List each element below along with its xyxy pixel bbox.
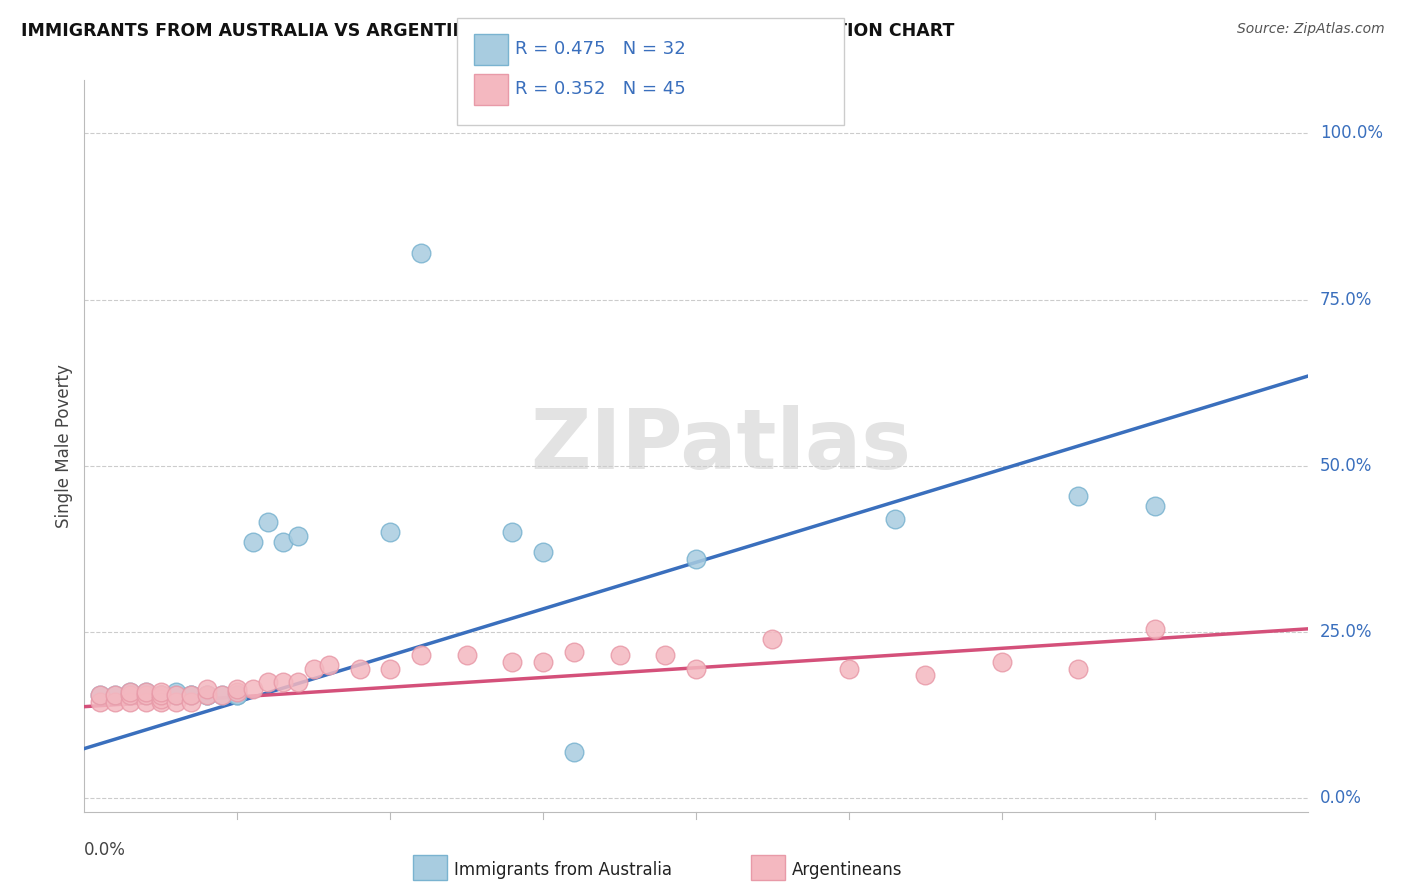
Point: [120, 685, 142, 699]
Point: [226, 689, 249, 703]
Point: [149, 689, 172, 703]
Text: Source: ZipAtlas.com: Source: ZipAtlas.com: [1237, 22, 1385, 37]
Point: [562, 745, 585, 759]
Point: [120, 695, 142, 709]
Point: [1067, 489, 1090, 503]
Text: 25.0%: 25.0%: [1320, 624, 1372, 641]
Point: [165, 695, 187, 709]
Text: R = 0.352   N = 45: R = 0.352 N = 45: [515, 80, 685, 98]
Point: [409, 648, 432, 663]
Point: [380, 525, 402, 540]
Point: [501, 525, 523, 540]
Text: 0.0%: 0.0%: [84, 841, 127, 859]
Point: [135, 689, 157, 703]
Point: [180, 695, 202, 709]
Point: [271, 535, 294, 549]
Point: [761, 632, 783, 646]
Point: [120, 685, 142, 699]
Point: [211, 689, 233, 703]
Point: [380, 662, 402, 676]
Y-axis label: Single Male Poverty: Single Male Poverty: [55, 364, 73, 528]
Point: [1143, 499, 1166, 513]
Point: [120, 689, 142, 703]
Point: [149, 695, 172, 709]
Text: Argentineans: Argentineans: [792, 861, 903, 879]
Point: [456, 648, 478, 663]
Point: [135, 685, 157, 699]
Point: [89, 689, 111, 703]
Point: [195, 689, 218, 703]
Point: [883, 512, 905, 526]
Point: [685, 662, 707, 676]
Text: 0.0%: 0.0%: [1320, 789, 1361, 807]
Point: [226, 681, 249, 696]
Point: [914, 668, 936, 682]
Point: [165, 689, 187, 703]
Point: [149, 689, 172, 703]
Point: [195, 689, 218, 703]
Point: [685, 552, 707, 566]
Point: [562, 645, 585, 659]
Point: [180, 689, 202, 703]
Point: [180, 689, 202, 703]
Point: [104, 695, 127, 709]
Point: [287, 675, 309, 690]
Text: IMMIGRANTS FROM AUSTRALIA VS ARGENTINEAN SINGLE MALE POVERTY CORRELATION CHART: IMMIGRANTS FROM AUSTRALIA VS ARGENTINEAN…: [21, 22, 955, 40]
Point: [257, 675, 280, 690]
Text: 100.0%: 100.0%: [1320, 125, 1384, 143]
Point: [104, 689, 127, 703]
Point: [165, 685, 187, 699]
Point: [531, 655, 554, 669]
Point: [349, 662, 371, 676]
Point: [271, 675, 294, 690]
Text: 50.0%: 50.0%: [1320, 457, 1372, 475]
Text: ZIPatlas: ZIPatlas: [530, 406, 911, 486]
Point: [135, 695, 157, 709]
Point: [149, 689, 172, 703]
Point: [165, 689, 187, 703]
Point: [501, 655, 523, 669]
Point: [149, 691, 172, 706]
Text: R = 0.475   N = 32: R = 0.475 N = 32: [515, 40, 685, 58]
Point: [89, 695, 111, 709]
Point: [1143, 622, 1166, 636]
Point: [211, 689, 233, 703]
Point: [149, 689, 172, 703]
Point: [180, 689, 202, 703]
Point: [195, 681, 218, 696]
Point: [149, 685, 172, 699]
Point: [990, 655, 1012, 669]
Point: [226, 685, 249, 699]
Text: 75.0%: 75.0%: [1320, 291, 1372, 309]
Point: [409, 246, 432, 260]
Point: [120, 689, 142, 703]
Point: [318, 658, 340, 673]
Point: [89, 689, 111, 703]
Point: [287, 529, 309, 543]
Text: Immigrants from Australia: Immigrants from Australia: [454, 861, 672, 879]
Point: [165, 689, 187, 703]
Point: [226, 689, 249, 703]
Point: [257, 516, 280, 530]
Point: [104, 689, 127, 703]
Point: [609, 648, 631, 663]
Point: [1067, 662, 1090, 676]
Point: [242, 535, 264, 549]
Point: [531, 545, 554, 559]
Point: [302, 662, 325, 676]
Point: [195, 689, 218, 703]
Point: [135, 689, 157, 703]
Point: [135, 685, 157, 699]
Point: [838, 662, 860, 676]
Point: [242, 681, 264, 696]
Point: [654, 648, 676, 663]
